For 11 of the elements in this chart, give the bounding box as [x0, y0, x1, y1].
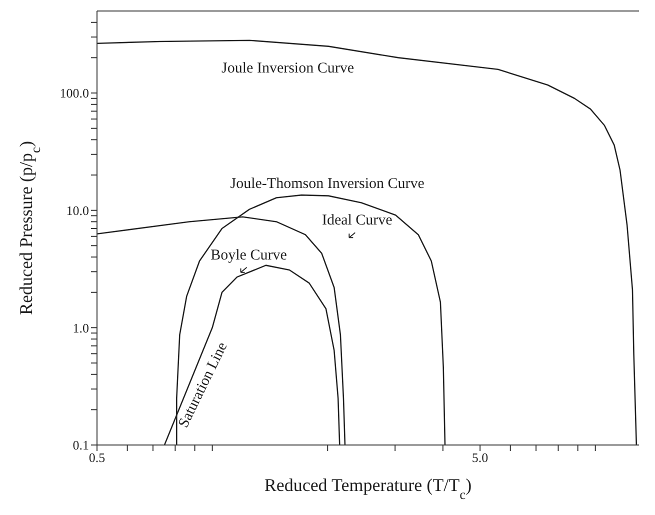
annotation: Joule-Thomson Inversion Curve — [230, 176, 425, 192]
y-tick-label: 100.0 — [60, 86, 89, 101]
annotation: Boyle Curve — [210, 247, 288, 264]
annotation: Ideal Curve — [322, 212, 393, 229]
x-tick-label: 0.5 — [88, 450, 106, 466]
x-tick-label: 5.0 — [472, 450, 488, 466]
y-tick-label: 0.1 — [72, 438, 89, 453]
y-tick-label: 10.0 — [66, 202, 89, 218]
annotation: Joule Inversion Curve — [222, 60, 354, 77]
x-axis-title: Reduced Temperature (T/T$_{c}$) — [264, 475, 472, 502]
y-tick-label: 1.0 — [72, 320, 89, 336]
